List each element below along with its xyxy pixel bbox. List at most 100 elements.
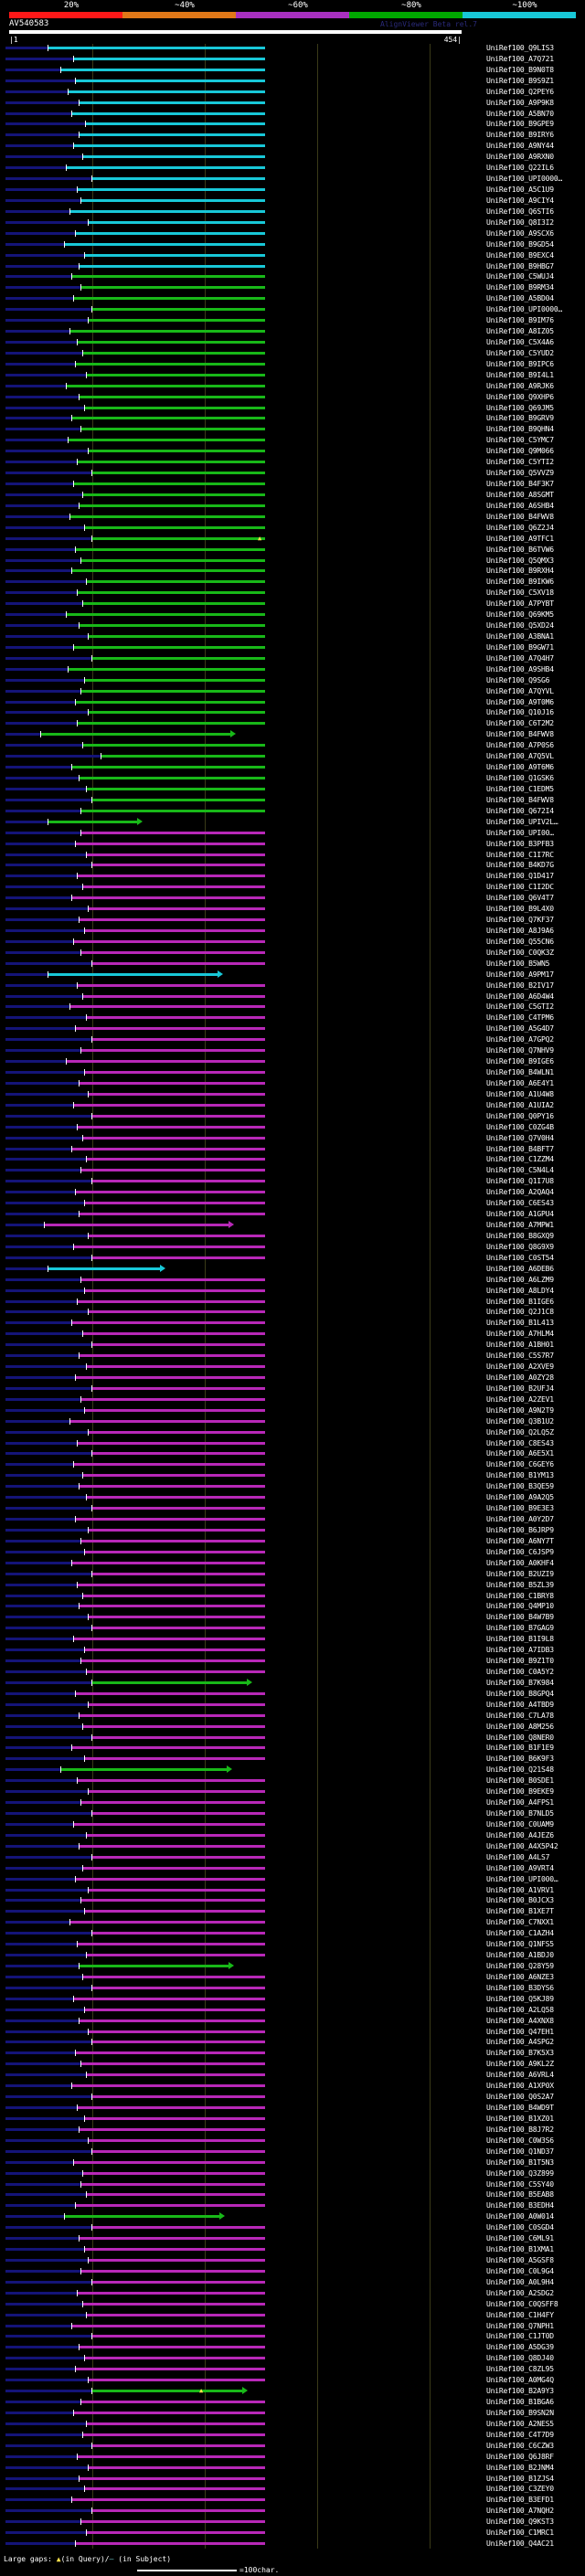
hsp-bar[interactable] [71,1147,265,1150]
hsp-bar[interactable] [91,1452,265,1456]
table-row[interactable]: UniRef100_Q28Y59 [0,1961,585,1973]
hsp-bar[interactable] [86,1954,265,1957]
hit-accession-label[interactable]: UniRef100_A9N2T9 [486,1405,554,1415]
hit-accession-label[interactable]: UniRef100_B9IM76 [486,316,554,325]
table-row[interactable]: UniRef100_A6SHB4 [0,502,585,513]
hsp-bar[interactable] [69,209,265,213]
table-row[interactable]: UniRef100_A4LS7 [0,1853,585,1864]
table-row[interactable]: UniRef100_A0W014 [0,2212,585,2223]
hit-accession-label[interactable]: UniRef100_Q672I4 [486,806,554,815]
hsp-bar[interactable] [77,341,265,344]
table-row[interactable]: UniRef100_B4WD9T [0,2104,585,2115]
hit-accession-label[interactable]: UniRef100_C1BRY8 [486,1591,554,1600]
table-row[interactable]: UniRef100_A8LDY4 [0,1287,585,1298]
hit-accession-label[interactable]: UniRef100_B1I9L8 [486,1635,554,1644]
hit-accession-label[interactable]: UniRef100_A4FPS1 [486,1798,554,1807]
hit-accession-label[interactable]: UniRef100_B4KD7G [486,861,554,870]
table-row[interactable]: UniRef100_B1YM13 [0,1471,585,1482]
hit-accession-label[interactable]: UniRef100_B9IRY6 [486,131,554,140]
hsp-bar[interactable] [101,755,265,758]
hsp-bar[interactable] [79,101,265,104]
hsp-bar[interactable] [82,744,265,747]
hit-accession-label[interactable]: UniRef100_B6TVW6 [486,545,554,554]
hit-accession-label[interactable]: UniRef100_A1GPU4 [486,1210,554,1219]
hsp-bar[interactable] [88,2138,265,2142]
hit-accession-label[interactable]: UniRef100_C0ST54 [486,1253,554,1262]
hit-accession-label[interactable]: UniRef100_Q9LIS3 [486,44,554,52]
hsp-bar[interactable] [80,2401,265,2404]
hsp-bar[interactable] [73,2160,265,2164]
table-row[interactable]: UniRef100_Q3B1U2 [0,1417,585,1428]
hsp-bar[interactable] [91,1932,265,1935]
hit-accession-label[interactable]: UniRef100_B9IGE6 [486,1057,554,1066]
hit-accession-label[interactable]: UniRef100_A7PYBT [486,599,554,609]
hsp-bar[interactable] [84,1288,265,1292]
hit-accession-label[interactable]: UniRef100_B5EAB8 [486,2190,554,2200]
hsp-bar[interactable] [88,1702,265,1706]
hsp-bar[interactable] [86,373,265,376]
hit-accession-label[interactable]: UniRef100_Q4AC21 [486,2539,554,2549]
table-row[interactable]: UniRef100_B4KD7G [0,861,585,872]
hit-accession-label[interactable]: UniRef100_A1XP0X [486,2082,554,2091]
hsp-bar[interactable] [84,1910,265,1913]
table-row[interactable]: UniRef100_A5BN70 [0,110,585,121]
hit-accession-label[interactable]: UniRef100_Q5QMX3 [486,556,554,565]
table-row[interactable]: UniRef100_A1GPU4 [0,1210,585,1221]
hit-accession-label[interactable]: UniRef100_B1IGE6 [486,1297,554,1306]
hsp-bar[interactable] [84,678,265,682]
table-row[interactable]: UniRef100_A0Y2D7 [0,1515,585,1526]
table-row[interactable]: UniRef100_Q1D417 [0,872,585,883]
hit-accession-label[interactable]: UniRef100_Q21S48 [486,1765,554,1775]
hsp-bar[interactable] [75,2051,265,2055]
hit-accession-label[interactable]: UniRef100_A6D4W4 [486,991,554,1001]
hit-accession-label[interactable]: UniRef100_B9GD54 [486,239,554,249]
hsp-bar[interactable] [91,864,265,867]
hit-accession-label[interactable]: UniRef100_A9CIY4 [486,196,554,205]
table-row[interactable]: UniRef100_C6GEY6 [0,1460,585,1471]
hsp-bar[interactable] [88,2030,265,2033]
hit-accession-label[interactable]: UniRef100_B7GAG9 [486,1624,554,1633]
table-row[interactable]: UniRef100_B9IM76 [0,316,585,327]
table-row[interactable]: UniRef100_B9EXC4 [0,251,585,262]
table-row[interactable]: UniRef100_Q9LIS3 [0,44,585,55]
table-row[interactable]: UniRef100_A5G4D7 [0,1024,585,1035]
hit-accession-label[interactable]: UniRef100_B9RM34 [486,283,554,292]
hsp-bar[interactable] [82,1724,265,1728]
hit-accession-label[interactable]: UniRef100_A9T6M6 [486,763,554,772]
table-row[interactable]: UniRef100_A4X5P42 [0,1842,585,1853]
hsp-bar[interactable] [80,1539,265,1542]
hit-accession-label[interactable]: UniRef100_Q10J16 [486,708,554,717]
hit-accession-label[interactable]: UniRef100_C7NXX1 [486,1918,554,1927]
table-row[interactable]: UniRef100_C5S7R7 [0,1352,585,1362]
hsp-bar[interactable] [73,939,265,943]
hit-accession-label[interactable]: UniRef100_Q47EH1 [486,2027,554,2036]
hsp-bar[interactable] [91,2509,265,2513]
hsp-bar[interactable] [77,2454,265,2458]
hit-accession-label[interactable]: UniRef100_Q2LQ5Z [486,1427,554,1436]
hsp-bar[interactable] [88,2258,265,2262]
hit-accession-label[interactable]: UniRef100_Q6STI6 [486,207,554,216]
hit-accession-label[interactable]: UniRef100_B4FWV8 [486,512,554,521]
table-row[interactable]: UniRef100_C7NXX1 [0,1918,585,1929]
table-row[interactable]: UniRef100_B1IGE6 [0,1298,585,1309]
hsp-bar[interactable] [86,787,265,790]
hsp-bar[interactable] [79,918,265,922]
hsp-bar[interactable] [86,1016,265,1020]
hit-accession-label[interactable]: UniRef100_A8SGMT [486,490,554,499]
hsp-bar[interactable] [73,1638,265,1641]
hit-accession-label[interactable]: UniRef100_A4XNX8 [486,2016,554,2025]
hsp-bar[interactable] [86,853,265,856]
hit-accession-label[interactable]: UniRef100_C5GTI2 [486,1002,554,1012]
hit-accession-label[interactable]: UniRef100_Q1ND37 [486,2147,554,2156]
hit-accession-label[interactable]: UniRef100_Q8G9X9 [486,1242,554,1251]
hsp-bar[interactable] [73,57,265,60]
table-row[interactable]: UniRef100_B1I9L8 [0,1635,585,1646]
hsp-bar[interactable] [80,286,265,290]
hit-accession-label[interactable]: UniRef100_A9TFC1 [486,534,554,543]
table-row[interactable]: UniRef100_A0MG4Q [0,2376,585,2387]
hit-accession-label[interactable]: UniRef100_B9Z1T0 [486,1657,554,1666]
table-row[interactable]: UniRef100_Q9SG6 [0,676,585,687]
table-row[interactable]: UniRef100_A7QYVL [0,687,585,698]
hit-accession-label[interactable]: UniRef100_A6NY7T [486,1536,554,1545]
hsp-bar[interactable] [88,1790,265,1794]
